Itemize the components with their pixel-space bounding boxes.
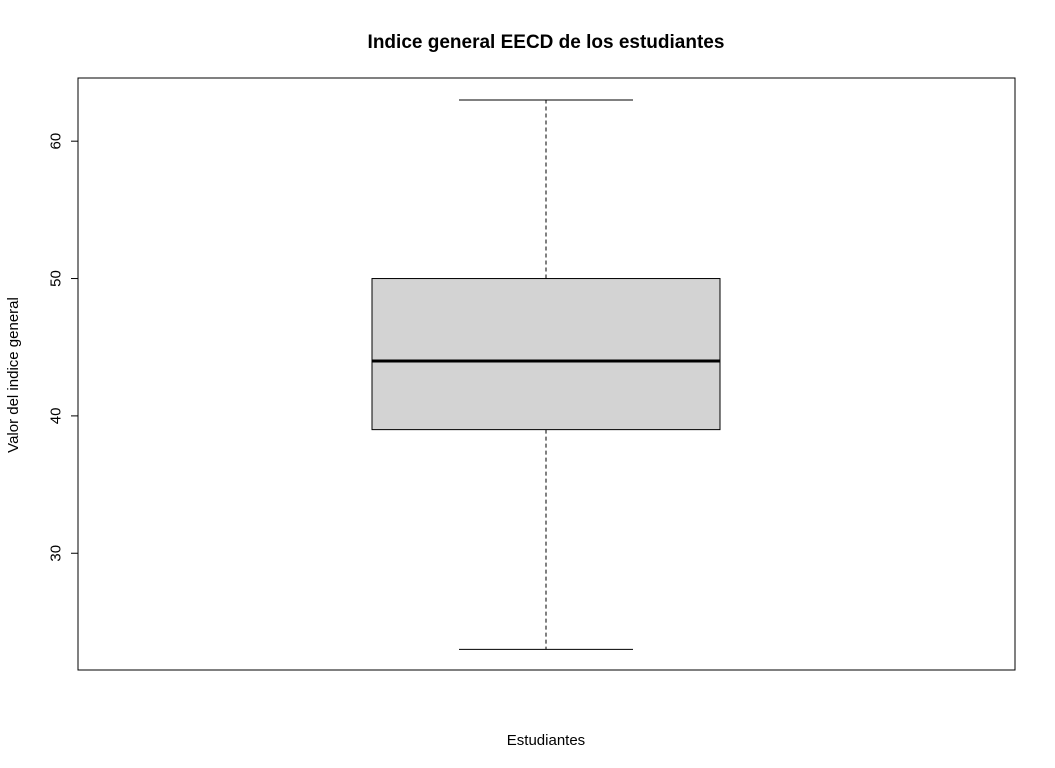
y-tick-label: 60 — [47, 133, 64, 150]
iqr-box — [371, 278, 721, 431]
y-axis-label: Valor del indice general — [5, 297, 22, 453]
y-tick-label: 30 — [47, 545, 64, 562]
chart-title: Indice general EECD de los estudiantes — [368, 32, 725, 53]
box-group — [371, 99, 721, 650]
y-axis: 30 40 50 60 — [47, 133, 79, 562]
y-tick-label: 40 — [47, 408, 64, 425]
x-axis-label: Estudiantes — [507, 732, 585, 749]
y-tick-label: 50 — [47, 270, 64, 287]
